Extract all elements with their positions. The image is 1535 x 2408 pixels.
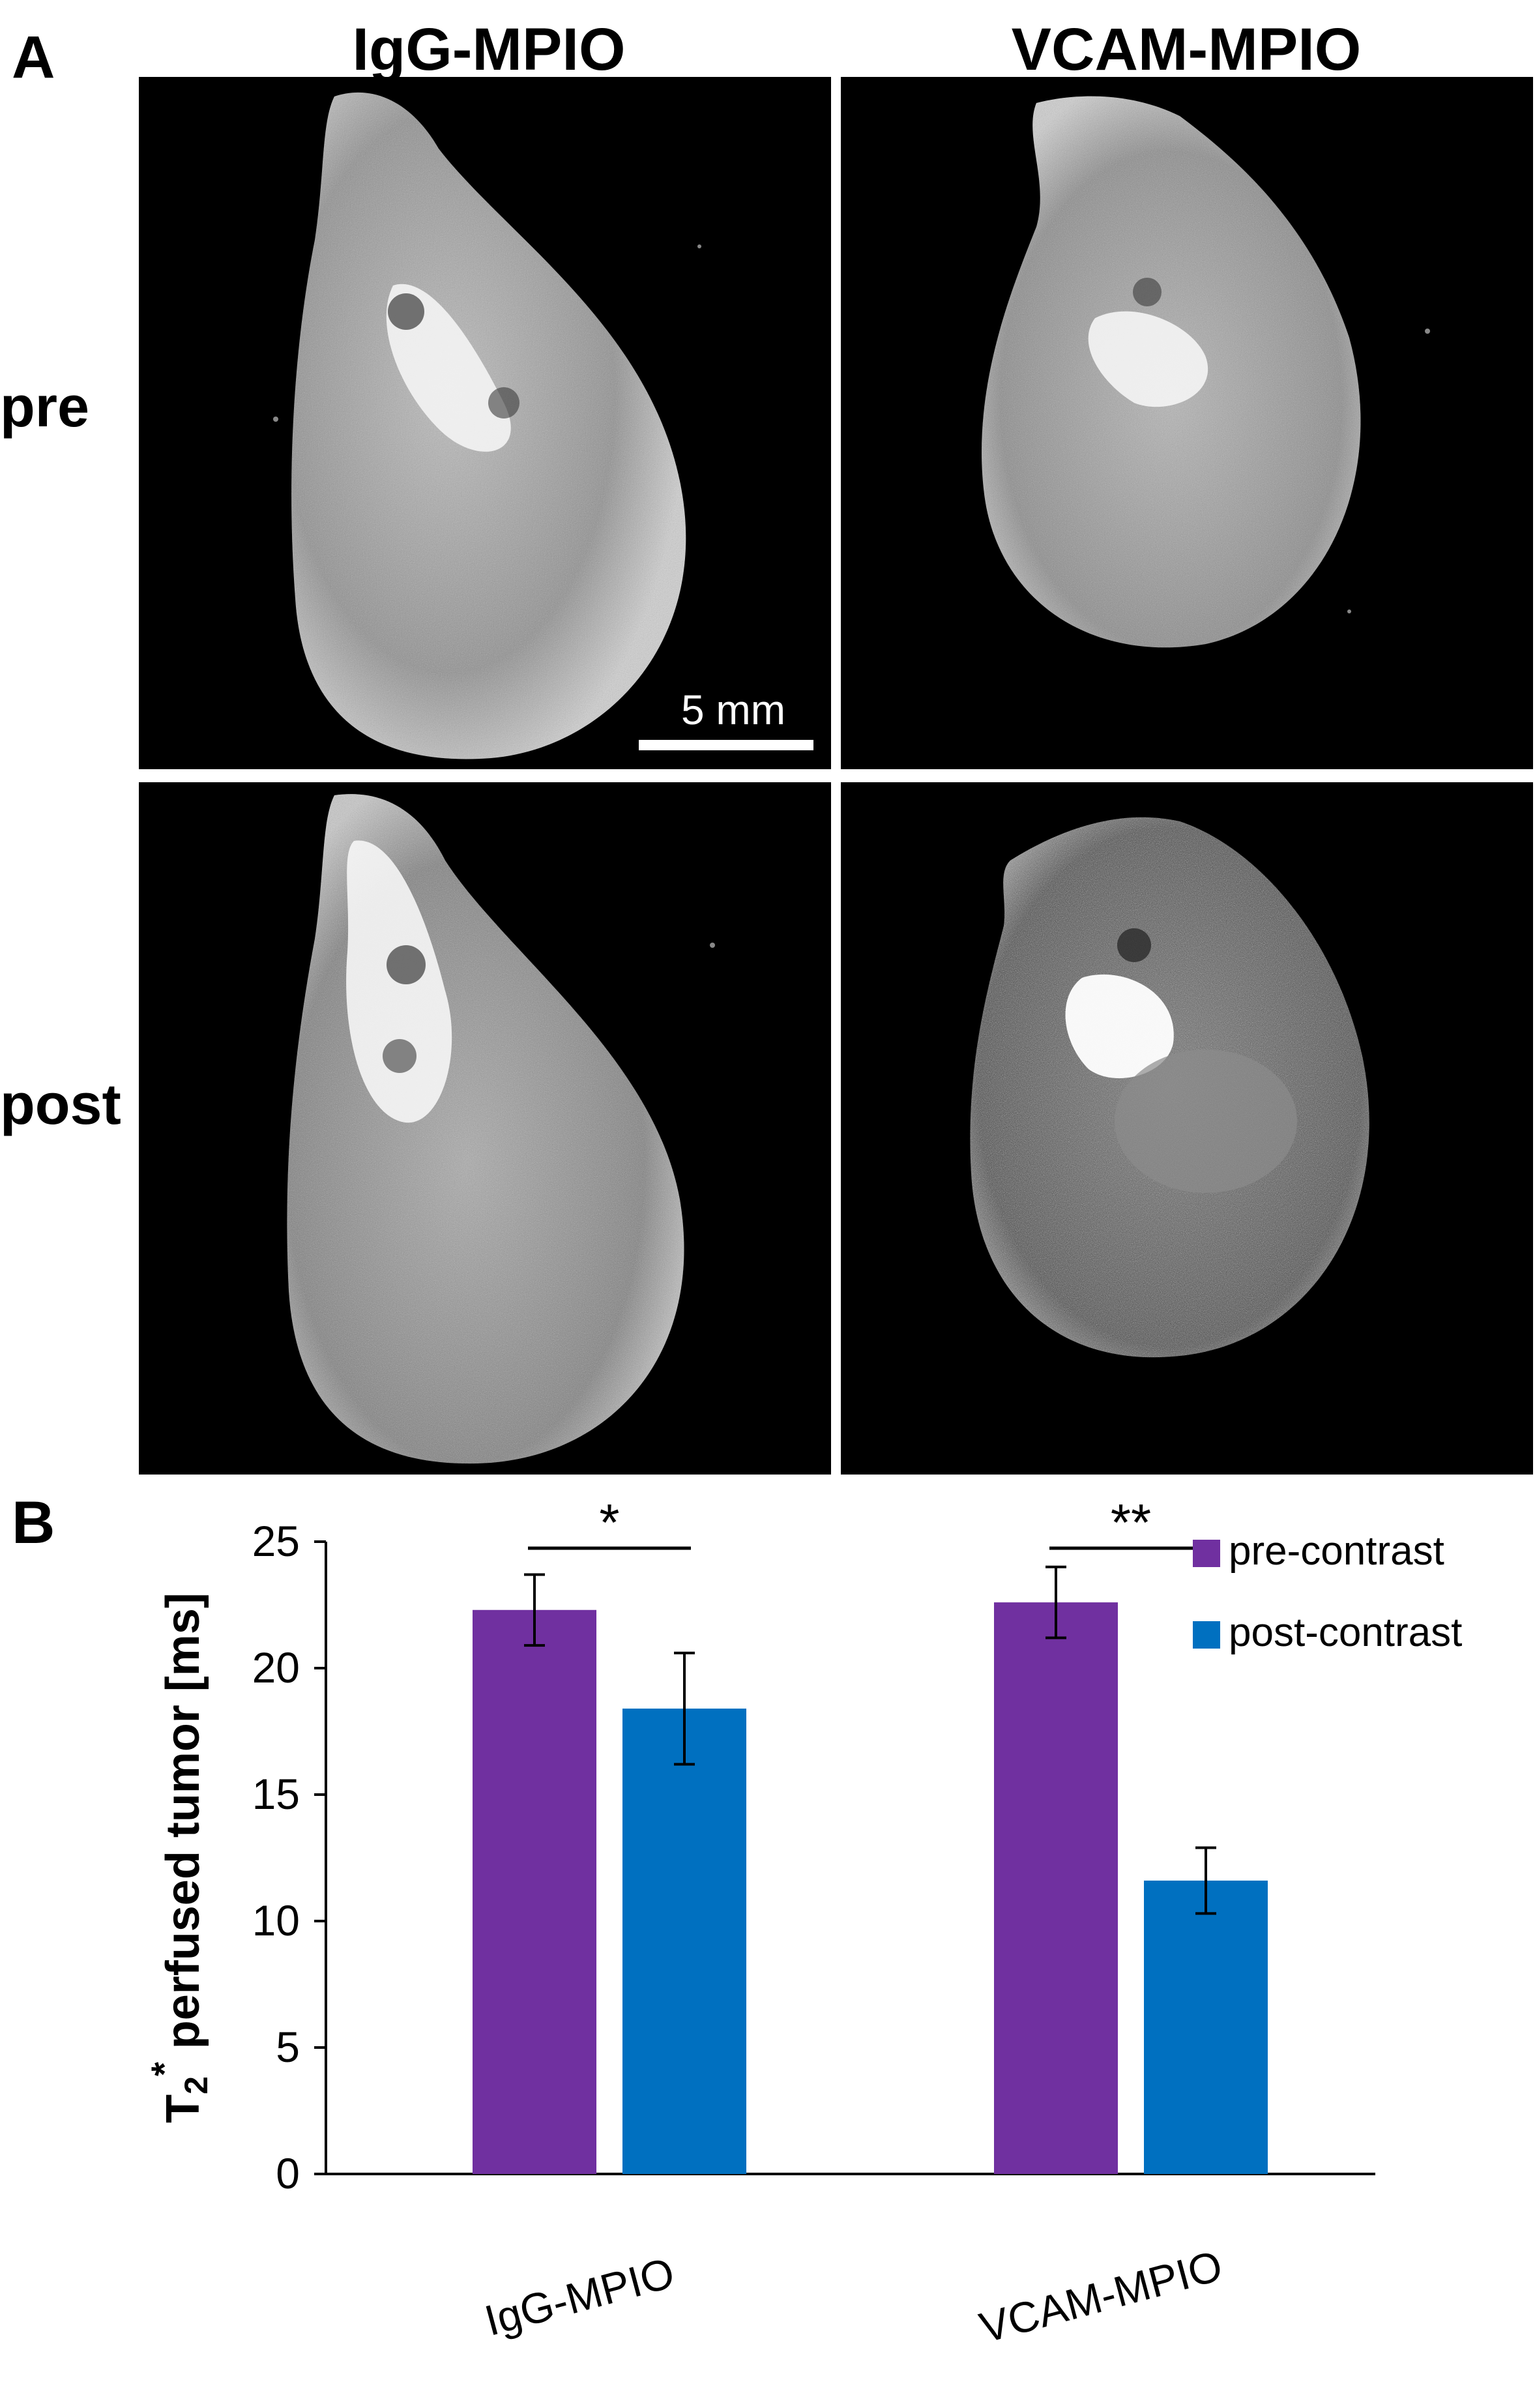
y-tick-label: 5 [276, 2023, 300, 2071]
column-header-vcam: VCAM-MPIO [1011, 16, 1362, 83]
row-header-pre: pre [0, 374, 89, 439]
mri-image-vcam-post [841, 782, 1533, 1475]
x-category-label: IgG-MPIO [480, 2248, 679, 2345]
column-header-igg: IgG-MPIO [352, 16, 626, 83]
panel-a-letter: A [12, 24, 55, 91]
legend-label-pre-contrast: pre-contrast [1229, 1529, 1444, 1574]
chart-legend: pre-contrast post-contrast [1193, 1529, 1462, 1655]
y-tick-label: 25 [252, 1517, 300, 1565]
row-header-post: post [0, 1072, 121, 1136]
y-tick-label: 0 [276, 2149, 300, 2197]
chart-bars [473, 1602, 1268, 2174]
significance-marker: * [599, 1493, 619, 1551]
chart-significance: * ** [528, 1493, 1212, 1551]
chart-error-bars [524, 1565, 1216, 1915]
mri-image-igg-post [139, 782, 831, 1475]
bar-pre-contrast-0 [473, 1609, 596, 2174]
chart-axes: 0 5 10 15 20 25 [252, 1517, 1375, 2197]
y-tick-label: 20 [252, 1643, 300, 1692]
y-tick-label: 15 [252, 1770, 300, 1818]
bar-post-contrast-0 [622, 1709, 746, 2174]
scale-bar-label: 5 mm [681, 686, 785, 733]
scale-bar [639, 740, 813, 750]
mri-image-vcam-pre [841, 77, 1533, 769]
legend-label-post-contrast: post-contrast [1229, 1610, 1462, 1655]
y-tick-label: 10 [252, 1896, 300, 1945]
panel-b-letter: B [12, 1490, 55, 1556]
x-category-label: VCAM-MPIO [974, 2241, 1227, 2352]
y-axis-label: T2* perfused tumor [ms] [143, 1593, 214, 2123]
mri-image-igg-pre [139, 77, 831, 769]
legend-swatch-post-contrast [1193, 1621, 1220, 1649]
legend-swatch-pre-contrast [1193, 1540, 1220, 1567]
bar-post-contrast-1 [1144, 1880, 1268, 2174]
bar-pre-contrast-1 [994, 1602, 1118, 2174]
significance-marker: ** [1111, 1493, 1151, 1551]
